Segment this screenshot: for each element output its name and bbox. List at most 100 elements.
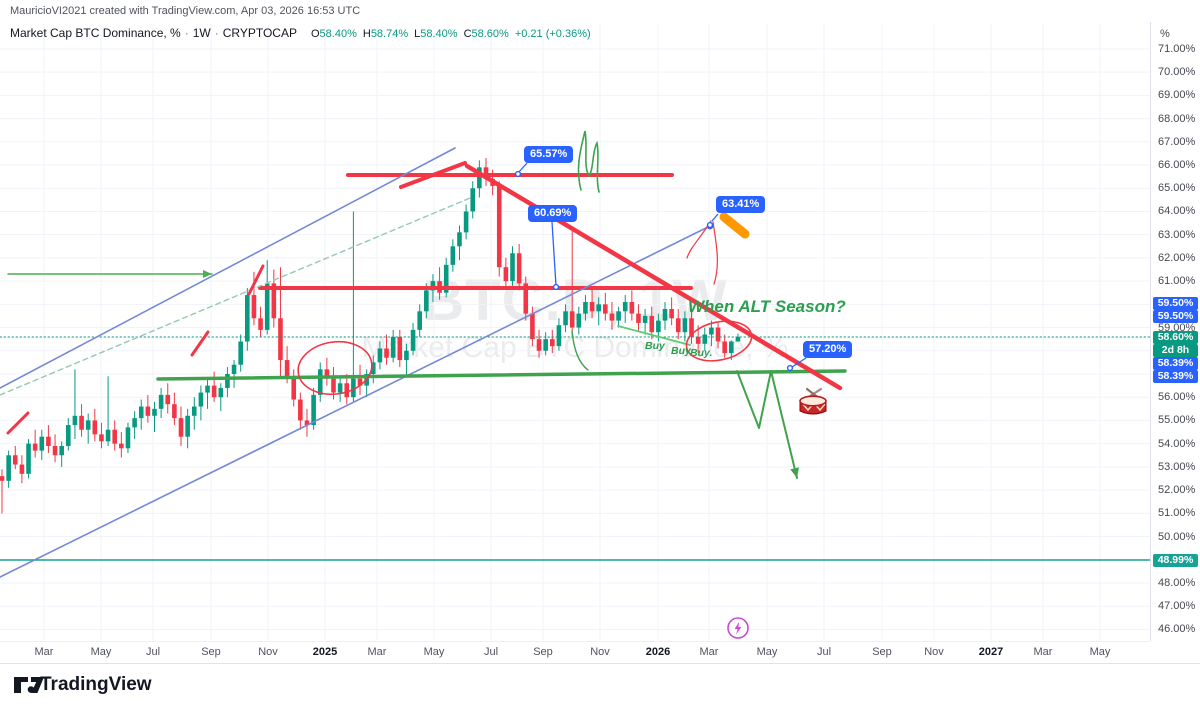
price-tick-63: 63.00% (1158, 228, 1196, 241)
open-label: O (310, 28, 320, 40)
time-tick-Sep: Sep (201, 646, 221, 658)
arrowhead (203, 269, 212, 279)
change-value: +0.21 (+0.36%) (514, 28, 591, 40)
symbol-title[interactable]: Market Cap BTC Dominance, % (10, 26, 181, 40)
red-stroke-3[interactable] (247, 264, 265, 296)
time-tick-May: May (756, 646, 778, 658)
time-tick-May: May (423, 646, 445, 658)
price-badge-5839[interactable]: 58.39% (1153, 357, 1198, 370)
price-tick-48: 48.00% (1158, 576, 1196, 589)
green-arc[interactable] (571, 330, 589, 371)
time-tick-Nov: Nov (924, 646, 944, 658)
red-circle-dec-dip[interactable] (295, 337, 376, 399)
price-tick-46: 46.00% (1158, 623, 1196, 636)
price-tick-54: 54.00% (1158, 437, 1196, 450)
price-badge-5950[interactable]: 59.50% (1153, 297, 1198, 310)
high-value: 58.74% (370, 28, 409, 40)
channel-lower-line[interactable] (0, 225, 711, 578)
price-flag-6557[interactable]: 65.57% (524, 146, 574, 163)
price-badge-4899[interactable]: 48.99% (1153, 553, 1198, 567)
interval-label[interactable]: 1W (192, 26, 211, 40)
price-flag-6341[interactable]: 63.41% (716, 196, 766, 213)
close-label: C (463, 28, 472, 40)
price-flag-5720[interactable]: 57.20% (803, 341, 853, 358)
chart-canvas[interactable] (0, 0, 1150, 641)
green-squiggle[interactable] (577, 130, 600, 193)
time-tick-Mar: Mar (34, 646, 54, 658)
time-tick-Mar: Mar (699, 646, 719, 658)
red-stroke-peak[interactable] (399, 161, 467, 189)
price-tick-53: 53.00% (1158, 460, 1196, 473)
price-tick-52: 52.00% (1158, 484, 1196, 497)
time-axis[interactable]: Mar May Jul Sep Nov 2025 Mar May Jul Sep Nov 2026 Ma… (0, 641, 1150, 663)
price-tick-70: 70.00% (1158, 66, 1196, 79)
channel-mid-dashed-line[interactable] (0, 197, 471, 396)
legend-separator-2: · (214, 26, 219, 40)
price-tick-67: 67.00% (1158, 135, 1196, 148)
price-tick-50: 50.00% (1158, 530, 1196, 543)
low-label: L (414, 28, 421, 40)
red-stroke-1[interactable] (6, 411, 30, 435)
price-tick-68: 68.00% (1158, 112, 1196, 125)
tradingview-logo-icon[interactable] (13, 673, 47, 697)
price-flag-6069[interactable]: 60.69% (528, 205, 578, 222)
price-tick-56: 56.00% (1158, 391, 1196, 404)
price-tick-71: 71.00% (1158, 42, 1196, 55)
flag-leader-line (711, 213, 719, 222)
time-tick-May: May (1089, 646, 1111, 658)
high-label: H (362, 28, 371, 40)
legend-separator-1: · (184, 26, 189, 40)
time-tick-2025: 2025 (312, 646, 338, 658)
green-mini-trendline[interactable] (617, 325, 691, 346)
flag-anchor-dot (786, 364, 794, 372)
price-tick-62: 62.00% (1158, 251, 1196, 264)
arrowhead (790, 467, 800, 478)
price-axis-unit: % (1160, 28, 1170, 40)
time-tick-Sep: Sep (533, 646, 553, 658)
downtrend-line-red[interactable] (464, 163, 843, 391)
time-tick-Mar: Mar (367, 646, 387, 658)
time-tick-2027: 2027 (978, 646, 1004, 658)
attribution-text: MauricioVI2021 created with TradingView.… (10, 5, 361, 17)
time-tick-Jul: Jul (483, 646, 499, 658)
open-value: 58.40% (319, 28, 357, 40)
price-tick-65: 65.00% (1158, 182, 1196, 195)
price-tick-64: 64.00% (1158, 205, 1196, 218)
price-badge-5950[interactable]: 59.50% (1153, 310, 1198, 323)
support-line-green[interactable] (156, 369, 847, 381)
time-tick-Nov: Nov (258, 646, 278, 658)
flag-anchor-dot (706, 221, 714, 229)
chart-legend[interactable]: Market Cap BTC Dominance, % · 1W · CRYPTOCAP… (10, 26, 591, 40)
green-zigzag-arrow[interactable] (736, 370, 798, 479)
price-tick-55: 55.00% (1158, 414, 1196, 427)
price-tick-69: 69.00% (1158, 89, 1196, 102)
time-tick-Sep: Sep (872, 646, 892, 658)
red-stroke-2[interactable] (190, 330, 210, 357)
flag-leader-line (791, 357, 807, 368)
price-axis[interactable]: % 71.00% 70.00% 69.00% 68.00% 67.00% 66.00% 65… (1150, 22, 1200, 641)
time-tick-Mar: Mar (1033, 646, 1053, 658)
low-value: 58.40% (420, 28, 458, 40)
price-badge-5860[interactable]: 58.60% (1153, 331, 1198, 344)
price-badge-2d8h[interactable]: 2d 8h (1153, 344, 1198, 357)
time-tick-May: May (90, 646, 112, 658)
price-badge-5839[interactable]: 58.39% (1153, 370, 1198, 383)
price-tick-51: 51.00% (1158, 507, 1196, 520)
tradingview-wordmark[interactable]: TradingView (40, 674, 152, 695)
red-circle-current[interactable] (683, 316, 755, 367)
ohlc-values: O58.40% H58.74% L58.40% C58.60% +0.21 (+0.36… (305, 26, 591, 40)
footer-bar: TradingView (0, 663, 1200, 704)
price-tick-59: 59.00% (1158, 321, 1196, 334)
price-tick-61: 61.00% (1158, 275, 1196, 288)
channel-upper-line[interactable] (0, 147, 456, 389)
time-tick-Jul: Jul (145, 646, 161, 658)
exchange-label[interactable]: CRYPTOCAP (222, 26, 297, 40)
time-tick-Jul: Jul (816, 646, 832, 658)
price-tick-66: 66.00% (1158, 159, 1196, 171)
time-tick-2026: 2026 (645, 646, 671, 658)
flag-leader-line (551, 221, 557, 287)
orange-marker-stroke[interactable] (719, 212, 750, 239)
flag-anchor-dot (514, 170, 522, 178)
flag-anchor-dot (552, 283, 560, 291)
